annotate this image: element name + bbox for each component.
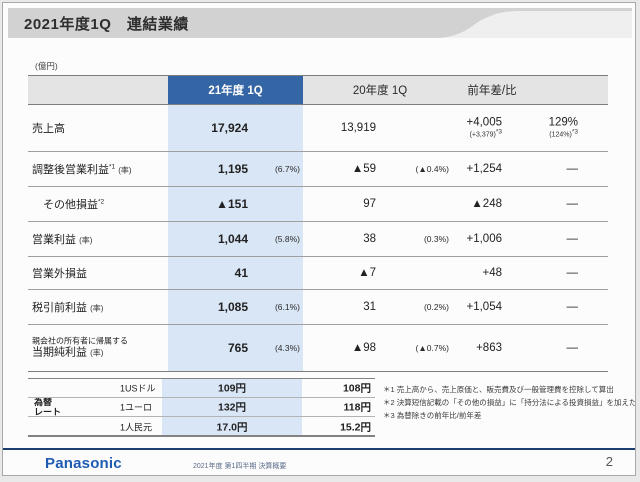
current-rate: (5.8%) (274, 234, 300, 244)
fx-highlight-band (162, 379, 302, 435)
row-label: その他損益*2 (43, 198, 105, 211)
row-label: 営業外損益 (32, 268, 87, 280)
fx-currency: 1USドル (120, 383, 156, 394)
footer-caption: 2021年度 第1四半期 決算概要 (193, 463, 287, 470)
title-bar-swoosh (440, 11, 632, 38)
fx-row-eur: 1ユーロ 132円 118円 (28, 398, 375, 417)
diff-value: +1,006 (466, 233, 503, 245)
ratio-value: — (566, 301, 579, 313)
results-table: 21年度 1Q 20年度 1Q 前年差/比 売上高 17,924 13,919 … (28, 75, 608, 372)
ratio-value: — (566, 342, 579, 354)
row-label: 営業利益 (率) (32, 234, 93, 246)
previous-value: 31 (363, 301, 376, 313)
fx-row-usd: 1USドル 109円 108円 (28, 379, 375, 398)
footnotes: ＊1 売上高から、売上原価と、販売費及び一般管理費を控除して算出 ＊2 決算短信… (383, 383, 636, 422)
current-value: 1,195 (217, 162, 248, 176)
table-row-adjusted-op-profit: 調整後営業利益*1 (率) 1,195 (6.7%) ▲59 (▲0.4%) +… (28, 152, 608, 187)
unit-label: (億円) (35, 61, 58, 71)
fx-current-rate: 109円 (217, 382, 247, 395)
fx-row-cny: 1人民元 17.0円 15.2円 (28, 417, 375, 436)
exchange-rate-table: 為替 レート 1USドル 109円 108円 1ユーロ 132円 118円 1人… (28, 378, 375, 437)
fx-label: 為替 レート (34, 397, 62, 417)
previous-value: ▲7 (358, 267, 376, 279)
current-value: 1,085 (217, 300, 248, 314)
previous-rate: (0.2%) (423, 302, 449, 312)
diff-value: +4,005 (+3,379)*3 (466, 116, 503, 139)
ratio-value: — (566, 198, 579, 210)
previous-rate: (▲0.4%) (415, 164, 449, 174)
diff-value: +863 (476, 342, 502, 354)
header-yoy-diff: 前年差/比 (467, 85, 517, 97)
ratio-value: — (566, 267, 579, 279)
previous-rate: (▲0.7%) (415, 343, 449, 353)
table-row-non-operating: 営業外損益 41 ▲7 +48 — (28, 257, 608, 290)
current-rate: (4.3%) (274, 343, 300, 353)
previous-value: ▲59 (351, 163, 376, 175)
fx-currency: 1ユーロ (120, 402, 153, 413)
fx-currency: 1人民元 (120, 422, 153, 432)
current-rate: (6.7%) (274, 164, 300, 174)
current-value: 765 (227, 341, 248, 355)
current-value: ▲151 (216, 197, 248, 211)
header-current-quarter: 21年度 1Q (168, 76, 303, 104)
current-value: 1,044 (217, 232, 248, 246)
row-label: 売上高 (32, 123, 65, 135)
title-bar: 2021年度1Q 連結業績 (8, 8, 632, 38)
previous-value: 38 (363, 233, 376, 245)
fx-previous-rate: 108円 (342, 382, 371, 395)
table-row-other-income: その他損益*2 ▲151 97 ▲248 — (28, 187, 608, 222)
current-rate: (6.1%) (274, 302, 300, 312)
ratio-value: — (566, 163, 579, 175)
diff-value: +1,054 (466, 301, 503, 313)
row-label: 調整後営業利益*1 (率) (32, 163, 132, 176)
footnote-3: ＊3 為替除きの前年比/前年差 (383, 411, 482, 420)
page-number: 2 (605, 454, 613, 469)
fx-current-rate: 17.0円 (216, 421, 248, 433)
fx-previous-rate: 118円 (343, 401, 371, 414)
header-previous-quarter: 20年度 1Q (352, 85, 408, 97)
previous-value: 13,919 (340, 122, 376, 134)
page-title: 2021年度1Q 連結業績 (24, 16, 189, 33)
diff-value: +48 (482, 267, 502, 279)
table-row-sales: 売上高 17,924 13,919 +4,005 (+3,379)*3 129%… (28, 105, 608, 152)
table-row-net-profit: 親会社の所有者に帰属する 当期純利益 (率) 765 (4.3%) ▲98 (▲… (28, 325, 608, 372)
ratio-value: — (566, 233, 579, 245)
row-label: 親会社の所有者に帰属する 当期純利益 (率) (32, 336, 128, 359)
previous-rate: (0.3%) (423, 234, 449, 244)
diff-value: ▲248 (471, 198, 502, 210)
current-quarter-highlight (168, 105, 303, 372)
current-value: 17,924 (211, 121, 248, 135)
fx-current-rate: 132円 (217, 401, 247, 414)
current-value: 41 (234, 266, 248, 280)
footnote-2: ＊2 決算短信記載の「その他の損益」に「持分法による投資損益」を加えたもの (383, 398, 636, 407)
table-row-pretax-profit: 税引前利益 (率) 1,085 (6.1%) 31 (0.2%) +1,054 … (28, 290, 608, 325)
footnote-1: ＊1 売上高から、売上原価と、販売費及び一般管理費を控除して算出 (383, 385, 614, 394)
table-header-row: 21年度 1Q 20年度 1Q 前年差/比 (28, 75, 608, 105)
row-label: 税引前利益 (率) (32, 302, 104, 314)
panasonic-logo: Panasonic (45, 455, 122, 472)
previous-value: 97 (363, 198, 376, 210)
table-row-operating-profit: 営業利益 (率) 1,044 (5.8%) 38 (0.3%) +1,006 — (28, 222, 608, 257)
slide-page: 2021年度1Q 連結業績 (億円) 21年度 1Q 20年度 1Q 前年差/比… (2, 2, 636, 476)
footer-divider-line (3, 448, 635, 450)
fx-previous-rate: 15.2円 (340, 421, 371, 433)
ratio-value: 129% (124%)*3 (548, 116, 578, 139)
diff-value: +1,254 (466, 163, 503, 175)
previous-value: ▲98 (351, 342, 376, 354)
